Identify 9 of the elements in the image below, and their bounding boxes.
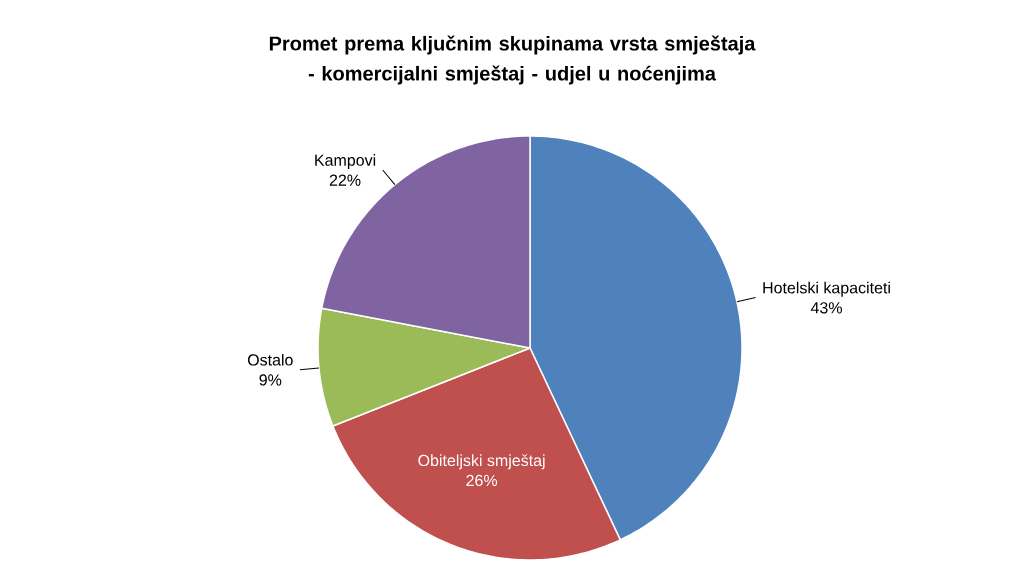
slice-label: Ostalo bbox=[247, 353, 293, 366]
slice-label: Hotelski kapaciteti bbox=[763, 281, 890, 297]
data-label: 9% bbox=[259, 374, 282, 386]
data-label: 43% bbox=[810, 302, 842, 314]
data-label: 22% bbox=[329, 174, 361, 186]
data-label: 26% bbox=[466, 474, 498, 487]
slice-label: Kampovi bbox=[315, 154, 376, 170]
slice-label: Obiteljski smještaj bbox=[418, 454, 545, 470]
chart-title: Promet prema ključnim skupinama vrsta smještaja - komercijalni smještaj - udjel u noćenjima bbox=[269, 35, 756, 85]
